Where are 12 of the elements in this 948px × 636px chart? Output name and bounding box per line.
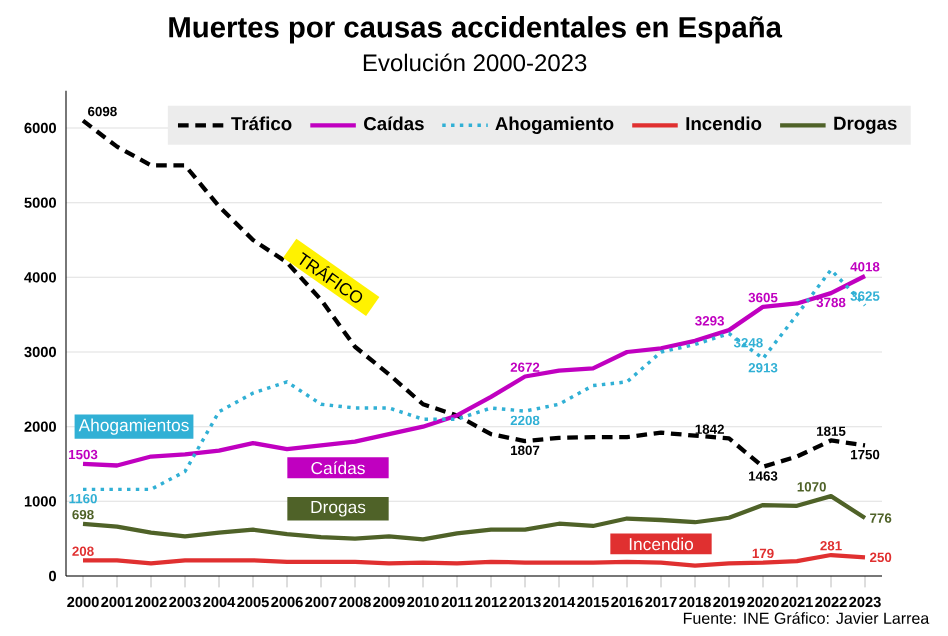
legend-label: Tráfico xyxy=(231,116,292,131)
chart-title: Muertes por causas accidentales en España xyxy=(169,16,783,44)
chart-subtitle: Evolución 2000-2023 xyxy=(363,53,587,72)
legend-label: Ahogamiento xyxy=(495,116,614,135)
legend-label: Drogas xyxy=(834,116,897,134)
annotation: Incendio xyxy=(629,537,694,551)
annotation: Ahogamientos xyxy=(78,418,189,435)
legend-label: Incendio xyxy=(686,116,762,131)
annotation: Caídas xyxy=(311,461,365,475)
source-note: Fuente: INE Gráfico: Javier Larrea xyxy=(683,611,930,624)
legend-label: Caídas xyxy=(364,116,424,131)
annotation: Drogas xyxy=(311,501,366,517)
